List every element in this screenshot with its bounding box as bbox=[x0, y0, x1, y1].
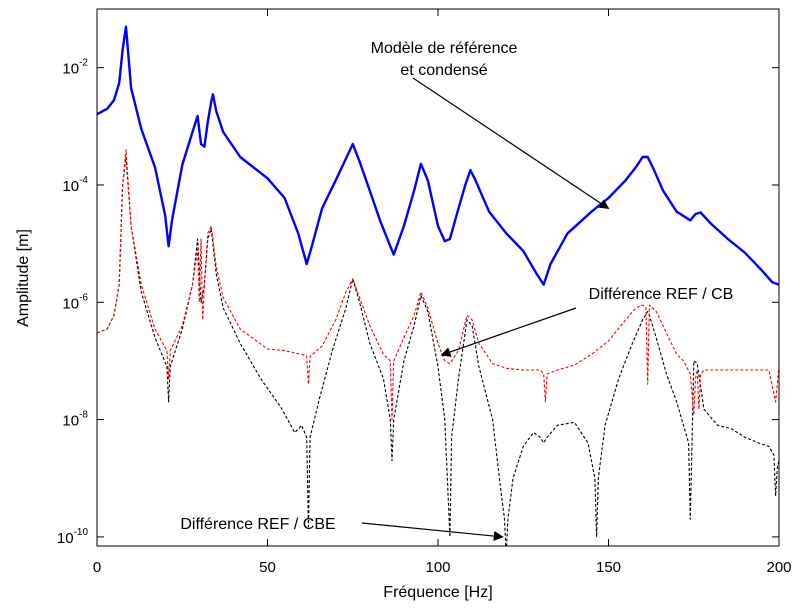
x-axis-label: Fréquence [Hz] bbox=[383, 584, 492, 601]
annotation-label: Modèle de référence et condensé bbox=[371, 40, 518, 79]
annotation-layer: Modèle de référence et condensé Différence… bbox=[180, 40, 734, 542]
series-line-0 bbox=[97, 25, 779, 286]
y-tick-label: 10-8 bbox=[62, 410, 88, 430]
x-tick-label: 100 bbox=[425, 559, 450, 576]
x-tick-label: 50 bbox=[259, 559, 276, 576]
series-layer bbox=[97, 25, 779, 546]
y-tick-label: 10-2 bbox=[62, 58, 88, 78]
series-line-1 bbox=[97, 149, 779, 421]
ticks-layer: 0 50 100 150 200 10-10 10-8 10-6 10-4 10-2 bbox=[57, 9, 792, 576]
annotation-label: Différence REF / CBE bbox=[180, 516, 335, 533]
x-tick-label: 150 bbox=[596, 559, 621, 576]
y-axis-label: Amplitude [m] bbox=[15, 229, 32, 327]
x-tick-label: 0 bbox=[93, 559, 101, 576]
annotation-label: Différence REF / CB bbox=[589, 286, 734, 303]
annotation-arrow bbox=[361, 522, 504, 542]
y-tick-label: 10-10 bbox=[57, 527, 89, 547]
y-tick-label: 10-6 bbox=[62, 292, 88, 312]
annotation-arrow bbox=[440, 307, 577, 357]
plot-area bbox=[97, 9, 779, 546]
y-tick-label: 10-4 bbox=[62, 175, 88, 195]
x-tick-label: 200 bbox=[766, 559, 791, 576]
annotation-arrow bbox=[412, 77, 610, 209]
